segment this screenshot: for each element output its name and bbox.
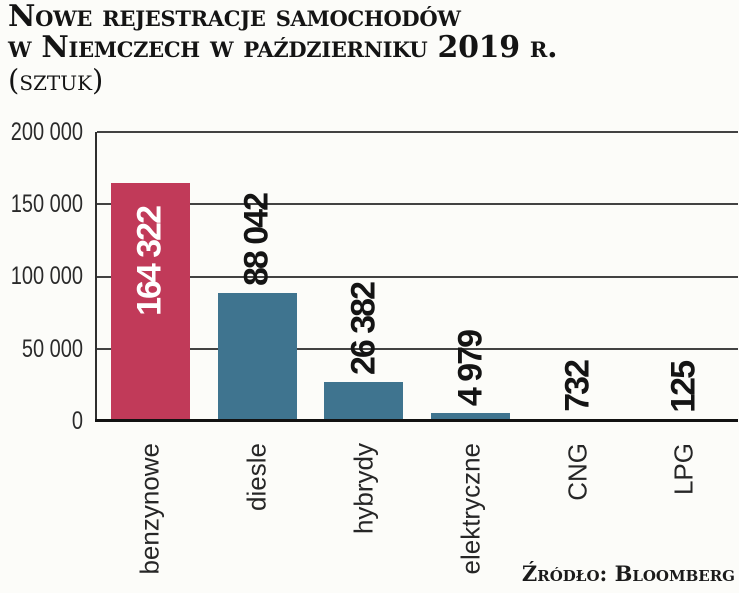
bar-slot-lpg: 125 LPG [631, 132, 738, 495]
x-axis-line [95, 419, 738, 422]
chart-title-line-1: Nowe rejestracje samochodów [8, 0, 461, 34]
bar-slot-hybrydy: 26 382 hybrydy [311, 132, 418, 534]
gridline-100000 [97, 275, 738, 278]
bar-elektryczne [431, 412, 511, 420]
gridline-200000 [97, 131, 738, 133]
y-axis-tick-50000: 50 000 [21, 335, 83, 363]
bar-hybrydy [324, 381, 404, 420]
bar-slot-diesle: 88 042 diesle [204, 132, 311, 511]
value-label-lpg: 125 [664, 362, 703, 413]
y-axis-tick-150000: 150 000 [10, 190, 84, 218]
y-axis-tick-0: 0 [71, 407, 83, 435]
bar-slot-cng: 732 CNG [524, 132, 631, 501]
chart-title-line-2: w Niemczech w październiku 2019 r. [8, 30, 558, 65]
value-label-elektryczne: 4 979 [451, 330, 490, 406]
bar-slot-elektryczne: 4 979 elektryczne [417, 132, 524, 575]
category-label-elektryczne: elektryczne [455, 443, 486, 575]
bar-slot-benzynowe: 164 322 benzynowe [97, 132, 204, 575]
bar-diesle [217, 292, 297, 420]
plot-area: 164 322 benzynowe 88 042 diesle 26 382 h… [95, 131, 738, 575]
y-axis-tick-100000: 100 000 [10, 262, 84, 290]
gridline-50000 [97, 347, 738, 350]
value-label-hybrydy: 26 382 [344, 282, 383, 375]
value-label-cng: 732 [558, 361, 597, 412]
value-label-diesle: 88 042 [237, 193, 276, 286]
category-label-lpg: LPG [668, 443, 699, 496]
value-label-benzynowe: 164 322 [130, 206, 169, 316]
category-label-benzynowe: benzynowe [134, 443, 165, 575]
y-axis-tick-200000: 200 000 [10, 118, 84, 146]
chart-title: Nowe rejestracje samochodów w Niemczech … [8, 0, 558, 97]
bar-benzynowe [110, 182, 190, 420]
category-label-hybrydy: hybrydy [348, 443, 379, 535]
category-label-diesle: diesle [241, 443, 272, 511]
gridline-150000 [97, 203, 738, 206]
category-label-cng: CNG [562, 443, 593, 501]
source-credit: Źródło: Bloomberg [521, 561, 735, 586]
chart-unit-label: (sztuk) [8, 63, 104, 97]
